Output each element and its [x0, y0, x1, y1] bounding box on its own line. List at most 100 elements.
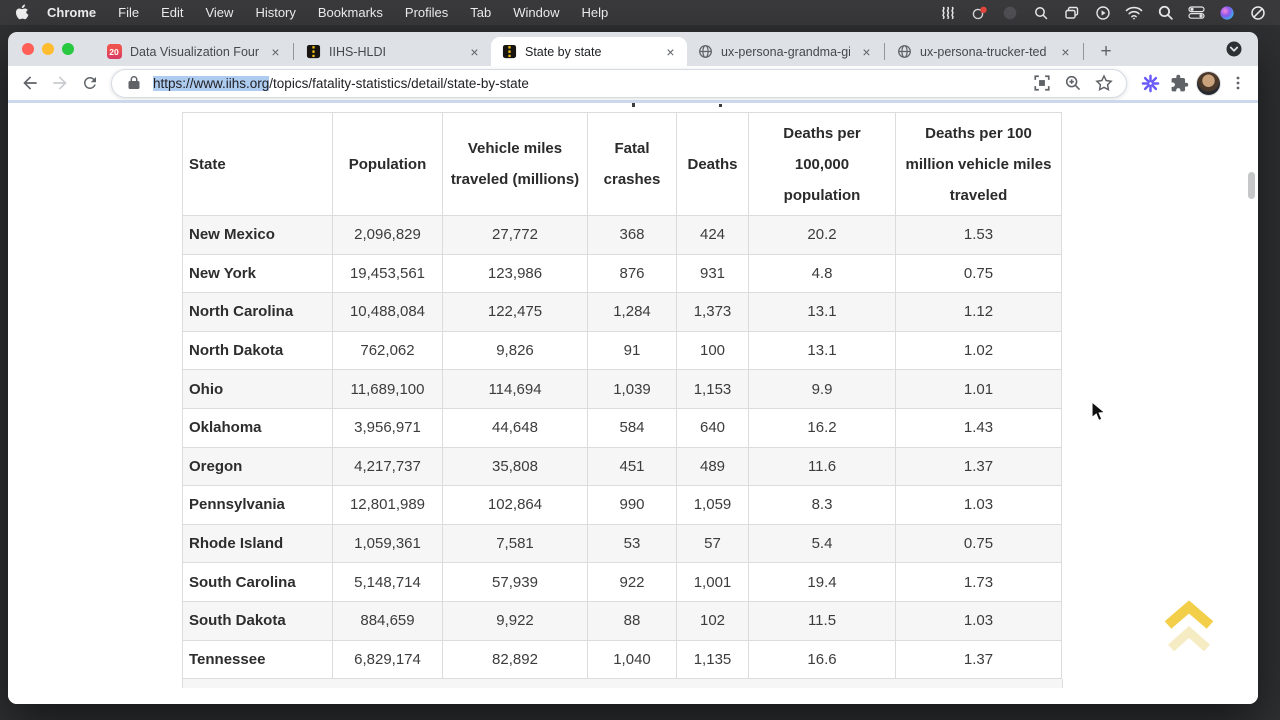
tab-separator [293, 43, 294, 60]
close-window-button[interactable] [22, 43, 34, 55]
cell-value: 876 [587, 253, 677, 294]
cell-value: 20.2 [748, 215, 896, 255]
tab-close-icon[interactable]: × [862, 43, 871, 60]
vertical-scrollbar-thumb[interactable] [1248, 172, 1255, 199]
cell-state: New Mexico [182, 215, 333, 255]
cell-state: Tennessee [182, 639, 333, 680]
column-header: Fatal crashes [587, 112, 677, 216]
spotlight-search-icon[interactable] [1153, 4, 1177, 22]
tab-title: State by state [525, 44, 602, 59]
cell-value: 11.5 [748, 600, 896, 641]
tab-close-icon[interactable]: × [666, 43, 675, 60]
cell-value: 100 [676, 330, 749, 371]
cell-value: 4,217,737 [332, 446, 443, 487]
bookmark-star-icon[interactable] [1092, 71, 1116, 95]
cell-value: 1.53 [895, 215, 1062, 255]
menu-bar-items: Chrome File Edit View History Bookmarks Profil… [36, 5, 619, 20]
cell-value: 1,039 [587, 369, 677, 409]
menu-file[interactable]: File [118, 5, 140, 20]
extension-asterisk-icon[interactable] [1138, 71, 1162, 95]
cell-value: 9,922 [442, 600, 588, 641]
tab-separator [1083, 43, 1084, 60]
tab-iihs-hldi[interactable]: IIHS-HLDI × [295, 37, 491, 66]
wifi-icon[interactable] [1122, 4, 1146, 22]
extensions-puzzle-icon[interactable] [1167, 71, 1191, 95]
clipped-text-remnant [632, 103, 635, 107]
page-content: State Population Vehicle miles traveled (m… [8, 100, 1258, 704]
cell-value: 1.03 [895, 600, 1062, 641]
tab-close-icon[interactable]: × [470, 43, 479, 60]
column-header: Deaths per 100 million vehicle miles tra… [895, 112, 1062, 216]
cell-value: 9,826 [442, 330, 588, 371]
play-circle-icon[interactable] [1091, 4, 1115, 22]
cell-value: 640 [676, 407, 749, 448]
menu-profiles[interactable]: Profiles [404, 5, 449, 20]
profile-avatar[interactable] [1196, 70, 1221, 96]
menu-bar-status-icons [936, 4, 1270, 22]
siri-icon[interactable] [1215, 4, 1239, 22]
tab-close-icon[interactable]: × [1061, 43, 1070, 60]
zoom-window-button[interactable] [62, 43, 74, 55]
new-tab-button[interactable]: + [1100, 40, 1112, 62]
cell-value: 1,001 [676, 562, 749, 602]
menu-window[interactable]: Window [513, 5, 560, 20]
control-center-icon[interactable] [1184, 4, 1208, 22]
clipped-heading-highlight [8, 100, 1258, 103]
reload-button[interactable] [76, 69, 104, 97]
minimize-window-button[interactable] [42, 43, 54, 55]
table-row: Ohio 11,689,100 114,694 1,039 1,153 9.9 1.01 [182, 369, 1062, 409]
waves-icon[interactable] [936, 4, 960, 22]
magnifier-icon[interactable] [1029, 4, 1053, 22]
do-not-disturb-icon[interactable] [1246, 4, 1270, 22]
fatality-statistics-table: State Population Vehicle miles traveled (m… [182, 112, 1062, 680]
cell-value: 990 [587, 485, 677, 525]
cell-value: 35,808 [442, 446, 588, 487]
cell-value: 424 [676, 215, 749, 255]
tab-title: Data Visualization Founda [130, 44, 259, 59]
apple-logo-icon[interactable] [10, 4, 32, 21]
table-row: Oklahoma 3,956,971 44,648 584 640 16.2 1.43 [182, 407, 1062, 448]
cell-value: 1.73 [895, 562, 1062, 602]
back-to-top-button[interactable] [1160, 598, 1220, 662]
cell-value: 44,648 [442, 407, 588, 448]
zoom-in-icon[interactable] [1061, 71, 1085, 95]
dimmed-app-icon[interactable] [998, 4, 1022, 22]
table-row: Tennessee 6,829,174 82,892 1,040 1,135 16.6 1.… [182, 639, 1062, 680]
menu-help[interactable]: Help [581, 5, 609, 20]
cell-state: North Carolina [182, 292, 333, 332]
tab-title: ux-persona-grandma-gin [721, 44, 850, 59]
table-row: New York 19,453,561 123,986 876 931 4.8 0.75 [182, 253, 1062, 294]
cell-value: 13.1 [748, 330, 896, 371]
cell-value: 451 [587, 446, 677, 487]
url-selected-text: https://www.iihs.org [153, 75, 270, 91]
tab-ux-persona-trucker-ted[interactable]: ux-persona-trucker-ted × [886, 37, 1082, 66]
qr-code-icon[interactable] [1030, 71, 1054, 95]
lock-icon[interactable] [122, 71, 146, 95]
back-button[interactable] [16, 69, 44, 97]
cell-value: 762,062 [332, 330, 443, 371]
menu-history[interactable]: History [255, 5, 296, 20]
menu-kebab-icon[interactable] [1226, 71, 1250, 95]
menu-bookmarks[interactable]: Bookmarks [317, 5, 383, 20]
tab-state-by-state[interactable]: State by state × [491, 37, 687, 66]
address-bar[interactable]: https://www.iihs.org/topics/fatality-sta… [111, 68, 1127, 98]
menu-edit[interactable]: Edit [161, 5, 184, 20]
cell-value: 122,475 [442, 292, 588, 332]
menu-tab[interactable]: Tab [470, 5, 492, 20]
record-badge-icon[interactable] [967, 4, 991, 22]
forward-button[interactable] [46, 69, 74, 97]
menu-view[interactable]: View [205, 5, 234, 20]
tab-data-visualization-founda[interactable]: 20 Data Visualization Founda × [96, 37, 292, 66]
browser-toolbar: https://www.iihs.org/topics/fatality-sta… [8, 66, 1258, 100]
cell-value: 27,772 [442, 215, 588, 255]
tab-search-chevron-icon[interactable] [1226, 41, 1242, 57]
tab-close-icon[interactable]: × [271, 43, 280, 60]
tab-ux-persona-grandma-gin[interactable]: ux-persona-grandma-gin × [687, 37, 883, 66]
menu-chrome[interactable]: Chrome [47, 5, 97, 20]
cell-value: 922 [587, 562, 677, 602]
window-stack-icon[interactable] [1060, 4, 1084, 22]
cell-value: 8.3 [748, 485, 896, 525]
cell-value: 1,059 [676, 485, 749, 525]
cell-value: 368 [587, 215, 677, 255]
